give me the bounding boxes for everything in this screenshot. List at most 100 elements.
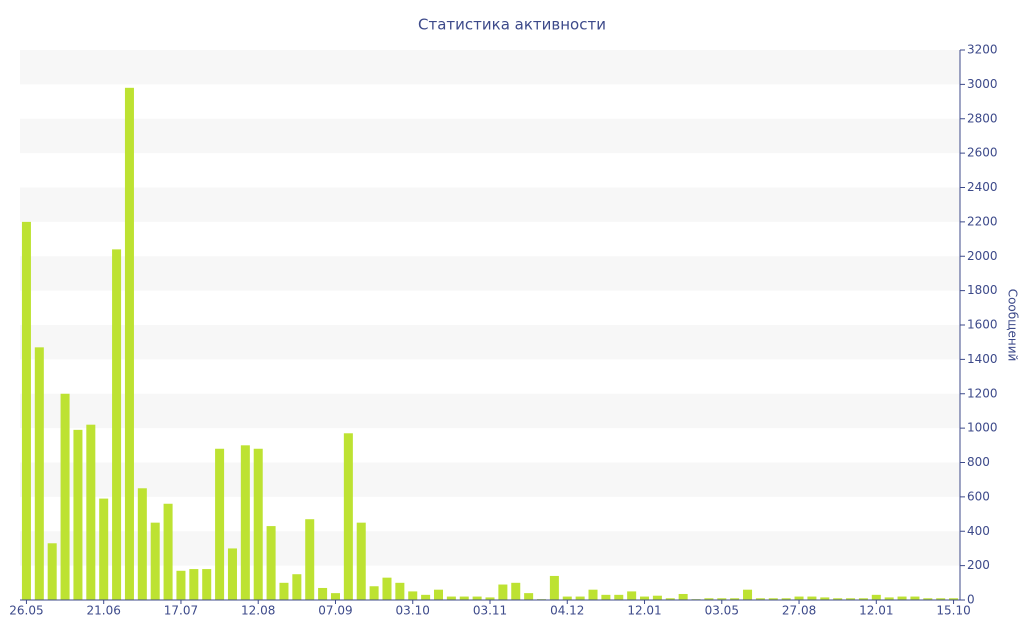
bar xyxy=(665,598,675,600)
y-tick-label: 0 xyxy=(967,593,975,607)
grid-band xyxy=(20,50,960,85)
y-tick-label: 1000 xyxy=(967,421,998,435)
bar xyxy=(897,596,907,600)
bar xyxy=(678,593,688,600)
bar xyxy=(382,577,392,600)
bar xyxy=(86,424,96,600)
bar xyxy=(124,87,134,600)
y-tick-label: 1600 xyxy=(967,318,998,332)
bar xyxy=(846,598,856,600)
bar xyxy=(112,249,122,600)
bar xyxy=(395,582,405,600)
bar xyxy=(910,596,920,600)
bar xyxy=(279,582,289,600)
bar xyxy=(421,594,431,600)
x-tick-label: 03.11 xyxy=(473,604,507,618)
y-tick-label: 2600 xyxy=(967,146,998,160)
bar xyxy=(227,548,237,600)
bar xyxy=(575,596,585,600)
y-tick-label: 1200 xyxy=(967,386,998,400)
y-tick-label: 800 xyxy=(967,455,990,469)
x-tick-label: 21.06 xyxy=(87,604,121,618)
bar xyxy=(549,575,559,600)
bar xyxy=(446,596,456,600)
bar xyxy=(137,488,147,600)
y-tick-label: 2800 xyxy=(967,111,998,125)
x-tick-label: 03.05 xyxy=(705,604,739,618)
bar xyxy=(807,596,817,600)
bar xyxy=(369,586,379,600)
x-tick-label: 12.01 xyxy=(627,604,661,618)
bar xyxy=(755,598,765,600)
grid-band xyxy=(20,325,960,360)
y-tick-label: 3000 xyxy=(967,77,998,91)
bar xyxy=(936,598,946,600)
y-tick-label: 600 xyxy=(967,489,990,503)
bar xyxy=(99,498,109,600)
bar xyxy=(884,597,894,600)
bar xyxy=(292,574,302,600)
grid-band xyxy=(20,393,960,429)
x-tick-label: 04.12 xyxy=(550,604,584,618)
bar xyxy=(498,584,508,600)
bar xyxy=(240,445,250,600)
bar xyxy=(833,598,843,600)
bar xyxy=(781,598,791,600)
grid-band xyxy=(20,462,960,497)
bar xyxy=(73,429,83,600)
bar xyxy=(717,598,727,600)
x-tick-label: 07.09 xyxy=(318,604,352,618)
y-axis-label: Сообщений xyxy=(1006,289,1020,362)
bar xyxy=(215,448,225,600)
x-tick-label: 17.07 xyxy=(164,604,198,618)
y-tick-label: 2000 xyxy=(967,249,998,263)
bar xyxy=(163,503,173,600)
bar xyxy=(253,448,263,600)
bar xyxy=(562,596,572,600)
bar xyxy=(485,597,495,600)
x-tick-label: 03.10 xyxy=(396,604,430,618)
grid-band xyxy=(20,531,960,566)
bar xyxy=(524,593,534,600)
bar xyxy=(871,594,881,600)
grid-band xyxy=(20,118,960,154)
bar xyxy=(627,591,637,600)
bar xyxy=(704,598,714,600)
y-tick-label: 1800 xyxy=(967,283,998,297)
bar xyxy=(343,433,353,600)
bar xyxy=(318,587,328,600)
y-tick-label: 200 xyxy=(967,558,990,572)
x-tick-label: 12.08 xyxy=(241,604,275,618)
bar xyxy=(305,519,315,600)
grid-band xyxy=(20,187,960,222)
bar xyxy=(614,594,624,600)
y-tick-label: 400 xyxy=(967,524,990,538)
bar xyxy=(858,598,868,600)
y-tick-label: 1400 xyxy=(967,352,998,366)
bar xyxy=(356,522,366,600)
bar xyxy=(923,598,933,600)
x-tick-label: 27.08 xyxy=(782,604,816,618)
bar xyxy=(176,570,186,600)
bar xyxy=(60,393,70,600)
bar xyxy=(34,347,44,600)
bar xyxy=(47,543,57,600)
bar xyxy=(601,594,611,600)
bar xyxy=(189,569,199,600)
bar xyxy=(640,596,650,600)
x-tick-label: 15.10 xyxy=(936,604,970,618)
bar xyxy=(743,589,753,600)
bar xyxy=(202,569,212,600)
bar xyxy=(768,598,778,600)
bar xyxy=(730,598,740,600)
bar xyxy=(588,589,598,600)
x-tick-label: 26.05 xyxy=(9,604,43,618)
bar xyxy=(794,596,804,600)
chart-title: Статистика активности xyxy=(418,16,606,34)
bar xyxy=(433,589,443,600)
y-tick-label: 2200 xyxy=(967,214,998,228)
bar xyxy=(652,595,662,600)
x-tick-label: 12.01 xyxy=(859,604,893,618)
bar xyxy=(21,221,31,600)
